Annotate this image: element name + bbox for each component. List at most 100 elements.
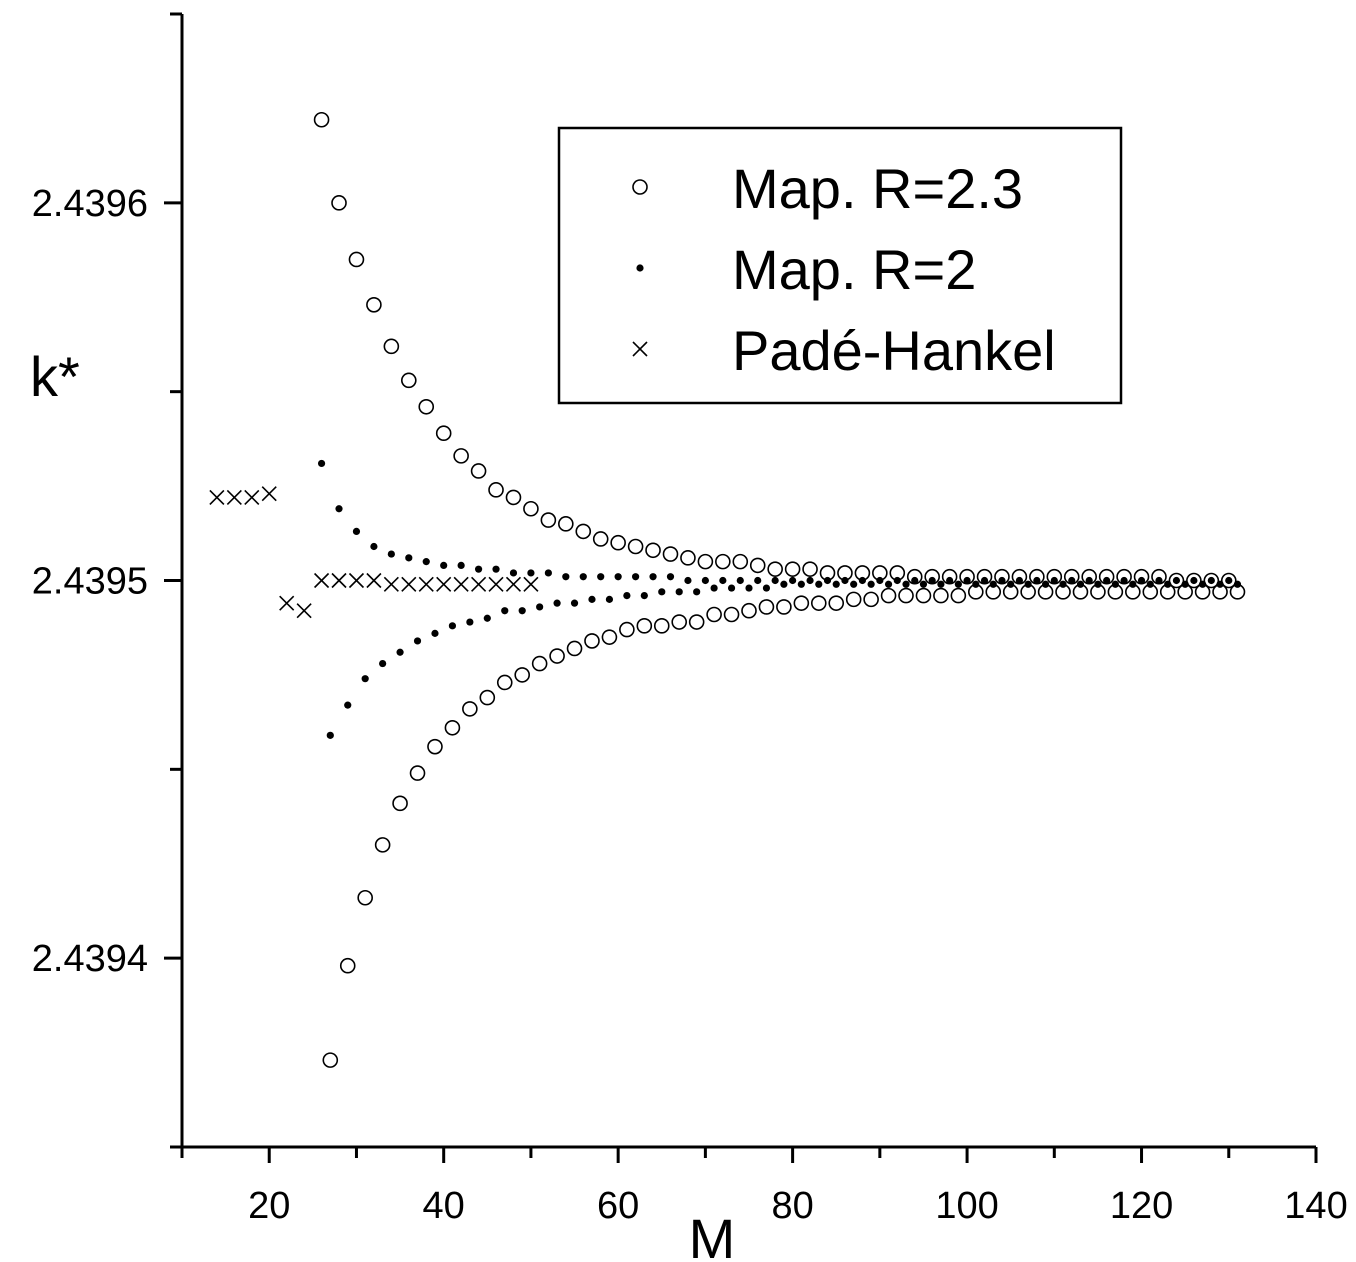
data-point-open-circle <box>802 561 818 577</box>
data-point-filled-dot <box>1146 580 1154 588</box>
data-point-filled-dot <box>536 603 544 611</box>
data-point-open-circle <box>776 599 792 615</box>
data-point-open-circle <box>810 595 827 611</box>
data-point-filled-dot <box>841 576 849 585</box>
data-point-filled-dot <box>1085 576 1093 585</box>
data-point-filled-dot <box>797 580 805 588</box>
data-point-filled-dot <box>614 573 622 581</box>
data-point-open-circle <box>662 546 679 562</box>
data-point-filled-dot <box>884 580 893 588</box>
data-point-open-circle <box>348 251 365 268</box>
data-point-cross <box>279 595 295 611</box>
data-point-open-circle <box>558 516 574 532</box>
data-point-filled-dot <box>911 576 919 585</box>
legend-marker-cross <box>632 341 648 357</box>
data-point-filled-dot <box>1199 580 1207 588</box>
data-point-filled-dot <box>492 565 500 573</box>
data-point-cross <box>383 576 399 592</box>
data-point-filled-dot <box>440 561 448 569</box>
data-point-open-circle <box>680 550 696 566</box>
data-point-filled-dot <box>972 580 980 588</box>
data-point-open-circle <box>898 587 914 604</box>
data-point-cross <box>209 489 225 505</box>
data-point-open-circle <box>418 398 435 415</box>
data-point-filled-dot <box>640 592 648 600</box>
data-point-open-circle <box>741 602 757 619</box>
legend-box <box>557 126 1123 405</box>
data-point-open-circle <box>950 587 967 604</box>
data-point-cross <box>244 489 260 505</box>
data-point-open-circle <box>331 195 347 211</box>
data-point-filled-dot <box>553 599 561 607</box>
data-point-filled-dot <box>980 576 989 585</box>
data-point-filled-dot <box>370 542 378 551</box>
data-point-open-circle <box>592 531 609 547</box>
data-point-filled-dot <box>1190 576 1198 585</box>
data-point-filled-dot <box>1103 576 1111 585</box>
data-point-open-circle <box>435 425 452 442</box>
data-point-cross <box>296 603 312 619</box>
data-point-filled-dot <box>710 584 718 592</box>
x-tick-label: 60 <box>597 1185 639 1227</box>
data-point-filled-dot <box>771 576 779 585</box>
data-point-open-circle <box>453 448 469 464</box>
data-point-filled-dot <box>736 576 744 585</box>
data-point-filled-dot <box>919 580 928 588</box>
data-point-open-circle <box>671 614 688 630</box>
data-point-filled-dot <box>352 527 361 536</box>
data-point-cross <box>331 572 347 589</box>
data-point-filled-dot <box>457 561 465 569</box>
data-point-filled-dot <box>780 580 788 588</box>
data-point-open-circle <box>793 595 810 611</box>
tick-labels: 20 40 60 80 100 120 140 2.4394 2.4395 2.4396 <box>32 183 1348 1227</box>
x-tick-label: 80 <box>771 1185 813 1227</box>
data-point-open-circle <box>784 561 801 577</box>
data-point-open-circle <box>462 701 478 717</box>
legend-marker-filled-dot <box>636 264 644 272</box>
data-point-filled-dot <box>1094 580 1102 588</box>
legend: Map. R=2.3 Map. R=2 Padé-Hankel <box>557 126 1123 405</box>
data-point-filled-dot <box>946 576 954 585</box>
data-point-open-circle <box>880 587 897 604</box>
data-point-filled-dot <box>649 573 657 581</box>
data-point-open-circle <box>863 591 879 608</box>
data-point-open-circle <box>566 640 583 657</box>
data-point-filled-dot <box>832 580 840 588</box>
data-point-open-circle <box>322 1052 339 1068</box>
data-point-open-circle <box>632 179 648 195</box>
data-point-filled-dot <box>466 618 474 626</box>
data-point-open-circle <box>915 587 932 604</box>
data-point-open-circle <box>933 587 949 604</box>
data-point-filled-dot <box>858 576 867 585</box>
data-point-filled-dot <box>422 558 430 566</box>
y-tick-label: 2.4394 <box>32 938 148 980</box>
data-point-open-circle <box>758 599 775 615</box>
data-point-filled-dot <box>902 580 910 588</box>
data-point-open-circle <box>732 553 749 570</box>
data-point-filled-dot <box>1233 580 1242 588</box>
data-point-filled-dot <box>527 569 535 577</box>
legend-label-map-r-2: Map. R=2 <box>732 238 976 301</box>
data-point-filled-dot <box>1111 580 1119 588</box>
data-point-cross <box>505 576 522 592</box>
data-point-filled-dot <box>1129 580 1137 588</box>
data-point-open-circle <box>488 482 504 498</box>
data-point-filled-dot <box>762 584 771 592</box>
data-point-filled-dot <box>954 580 962 588</box>
data-point-open-circle <box>627 538 644 555</box>
data-point-filled-dot <box>1172 576 1181 585</box>
data-point-open-circle <box>496 674 513 691</box>
data-point-filled-dot <box>1120 576 1128 585</box>
data-point-filled-dot <box>719 576 727 585</box>
data-point-filled-dot <box>1137 576 1146 585</box>
data-point-cross <box>453 576 469 592</box>
data-point-open-circle <box>610 534 626 551</box>
legend-label-pade-hankel: Padé-Hankel <box>732 319 1056 382</box>
data-point-cross <box>366 572 382 589</box>
data-point-open-circle <box>505 489 522 506</box>
data-point-filled-dot <box>1068 576 1076 585</box>
data-point-open-circle <box>636 618 653 634</box>
data-point-cross <box>348 572 365 589</box>
data-point-filled-dot <box>701 576 709 585</box>
